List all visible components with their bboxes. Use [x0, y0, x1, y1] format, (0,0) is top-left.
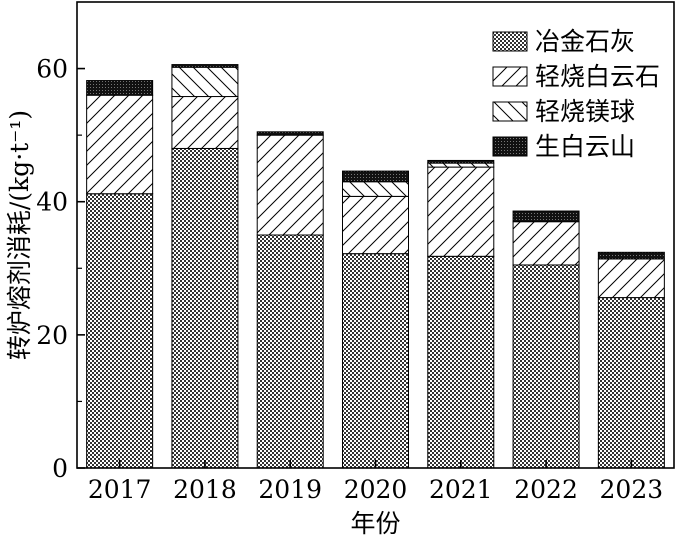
x-tick-label: 2020	[344, 475, 408, 504]
bar-2020-series-2	[342, 181, 409, 197]
x-tick-label: 2021	[429, 475, 493, 504]
bar-2017-series-0	[86, 193, 154, 469]
bar-2019-series-1	[256, 134, 324, 236]
bar-2022-series-0	[512, 264, 580, 469]
bar-2020-series-1	[342, 195, 409, 255]
x-tick-label: 2018	[173, 475, 237, 504]
bar-2021-series-1	[427, 166, 495, 257]
bar-2019-series-3	[256, 131, 324, 136]
y-tick-label: 0	[52, 454, 68, 483]
bar-2017-series-1	[86, 94, 154, 195]
bar-2018-series-3	[171, 64, 239, 68]
bar-2021-series-3	[427, 159, 495, 164]
y-axis-label: 转炉熔剂消耗/(kg·t⁻¹)	[5, 110, 34, 360]
bar-2020-series-3	[342, 170, 409, 183]
x-tick-label: 2022	[514, 475, 578, 504]
bar-2019-series-0	[256, 234, 324, 469]
bar-2022-series-1	[512, 221, 580, 266]
legend-label: 轻烧白云石	[535, 62, 660, 91]
y-tick-label: 20	[36, 321, 68, 350]
legend-label: 生白云山	[535, 132, 635, 161]
legend-label: 轻烧镁球	[535, 97, 635, 126]
legend-swatch	[492, 31, 528, 52]
legend-swatch	[492, 66, 528, 87]
bar-2022-series-3	[512, 210, 580, 223]
bar-2023-series-0	[597, 297, 665, 469]
bar-2021-series-2	[427, 162, 495, 168]
x-tick-label: 2023	[600, 475, 664, 504]
x-tick-label: 2017	[88, 475, 152, 504]
y-tick-label: 40	[36, 188, 68, 217]
bar-2018-series-1	[171, 96, 239, 149]
bar-2020-series-0	[342, 253, 409, 469]
y-tick-label: 60	[36, 55, 68, 84]
bars-layer	[86, 64, 665, 469]
bar-2018-series-0	[171, 147, 239, 469]
bar-2021-series-0	[427, 255, 495, 469]
ticks-layer: 0 20 40 60 2017 2018 2019 2020 2021 2022 2023	[36, 55, 663, 504]
x-tick-label: 2019	[258, 475, 322, 504]
legend-swatch	[492, 136, 528, 157]
legend-label: 冶金石灰	[535, 27, 635, 56]
bar-2018-series-2	[171, 66, 239, 98]
legend-swatch	[492, 101, 528, 122]
bar-2017-series-3	[86, 80, 154, 96]
bar-2023-series-1	[597, 258, 665, 299]
bar-2023-series-3	[597, 251, 665, 260]
x-axis-label: 年份	[350, 509, 400, 538]
